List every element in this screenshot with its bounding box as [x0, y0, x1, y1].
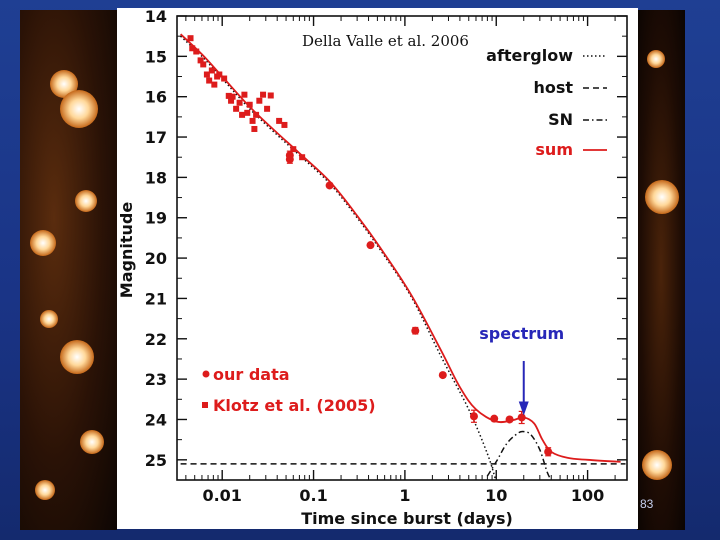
- klotz-data-point: [208, 67, 215, 74]
- legend-klotz-label: Klotz et al. (2005): [213, 396, 376, 415]
- klotz-data-point: [253, 111, 260, 118]
- legend-sum-label: sum: [535, 140, 573, 159]
- klotz-data-point: [290, 146, 297, 153]
- klotz-data-point: [249, 117, 256, 124]
- y-tick-label: 21: [145, 289, 167, 308]
- x-tick-label: 1: [399, 486, 410, 505]
- our-data-point: [438, 371, 447, 380]
- klotz-data-point: [228, 97, 235, 104]
- our-data-point: [544, 447, 553, 456]
- x-tick-label: 0.01: [202, 486, 241, 505]
- klotz-data-point: [225, 92, 232, 99]
- our-data-point: [490, 414, 499, 423]
- legend-our-data-marker: [202, 370, 210, 378]
- klotz-data-point: [216, 71, 223, 78]
- klotz-data-point: [239, 111, 246, 118]
- y-tick-label: 18: [145, 168, 167, 187]
- astronomical-image-right: [637, 10, 685, 530]
- klotz-data-point: [241, 91, 248, 98]
- klotz-data-point: [200, 61, 207, 68]
- klotz-data-point: [264, 105, 271, 112]
- legend-afterglow-label: afterglow: [486, 46, 573, 65]
- klotz-data-point: [233, 105, 240, 112]
- legend-our-data-label: our data: [213, 365, 290, 384]
- klotz-data-point: [229, 93, 236, 100]
- y-tick-label: 23: [145, 370, 167, 389]
- y-tick-label: 17: [145, 128, 167, 147]
- series-sum-curve: [179, 33, 621, 463]
- legend-host-label: host: [533, 78, 573, 97]
- our-data-point: [285, 155, 294, 164]
- page-number: 83: [640, 497, 654, 511]
- citation-label: Della Valle et al. 2006: [302, 32, 469, 50]
- light-curve-chart: 0.01 0.1 1 10 100 14 15 16 17 18 19 20 21 22 23 24 25 s…: [117, 8, 628, 528]
- klotz-data-point: [276, 117, 283, 124]
- y-tick-label: 15: [145, 47, 167, 66]
- our-data-point: [366, 241, 375, 250]
- our-data-point: [517, 413, 526, 422]
- klotz-data-point: [256, 97, 263, 104]
- spectrum-arrow-head: [518, 401, 529, 416]
- y-tick-label: 19: [145, 209, 167, 228]
- series-sn-curve: [486, 430, 552, 480]
- y-tick-label: 20: [145, 249, 167, 268]
- y-tick-label: 24: [145, 410, 167, 429]
- klotz-data-point: [251, 125, 258, 132]
- klotz-data-point: [246, 101, 253, 108]
- klotz-data-point: [203, 71, 210, 78]
- our-data-point: [505, 415, 514, 424]
- klotz-data-point: [197, 57, 204, 64]
- y-tick-label: 22: [145, 330, 167, 349]
- klotz-data-point: [267, 92, 274, 99]
- klotz-data-point: [236, 99, 243, 106]
- klotz-data-point: [193, 48, 200, 55]
- x-tick-label: 10: [485, 486, 507, 505]
- y-tick-label: 16: [145, 88, 167, 107]
- klotz-data-point: [299, 154, 306, 161]
- klotz-data-point: [189, 45, 196, 52]
- klotz-data-point: [211, 81, 218, 88]
- klotz-data-point: [260, 91, 267, 98]
- spectrum-label: spectrum: [479, 324, 564, 343]
- x-tick-label: 0.1: [299, 486, 327, 505]
- legend-sn-label: SN: [548, 110, 573, 129]
- legend-klotz-marker: [202, 402, 208, 408]
- y-tick-label: 25: [145, 451, 167, 470]
- data-points: [187, 35, 553, 457]
- plot-panel: 0.01 0.1 1 10 100 14 15 16 17 18 19 20 21 22 23 24 25 s…: [117, 8, 638, 529]
- spectrum-annotation: spectrum: [479, 324, 564, 416]
- x-axis-label: Time since burst (days): [301, 509, 513, 528]
- klotz-data-point: [281, 121, 288, 128]
- klotz-data-point: [187, 35, 194, 42]
- data-legend: our data Klotz et al. (2005): [202, 365, 376, 415]
- klotz-data-point: [244, 109, 251, 116]
- klotz-data-point: [221, 75, 228, 82]
- series-afterglow-curve: [180, 35, 497, 480]
- x-tick-label: 100: [571, 486, 604, 505]
- our-data-point: [469, 412, 478, 421]
- y-tick-label: 14: [145, 8, 167, 26]
- y-axis-ticks: 14 15 16 17 18 19 20 21 22 23 24 25: [145, 8, 627, 481]
- our-data-point: [325, 181, 334, 190]
- our-data-point: [411, 326, 420, 335]
- model-legend: afterglow host SN sum: [486, 46, 607, 159]
- klotz-data-point: [206, 77, 213, 84]
- x-axis-ticks: 0.01 0.1 1 10 100: [185, 16, 616, 505]
- plot-frame: [176, 15, 628, 481]
- y-axis-label: Magnitude: [117, 202, 136, 299]
- model-curves: [179, 33, 626, 480]
- astronomical-image-left: [20, 10, 117, 530]
